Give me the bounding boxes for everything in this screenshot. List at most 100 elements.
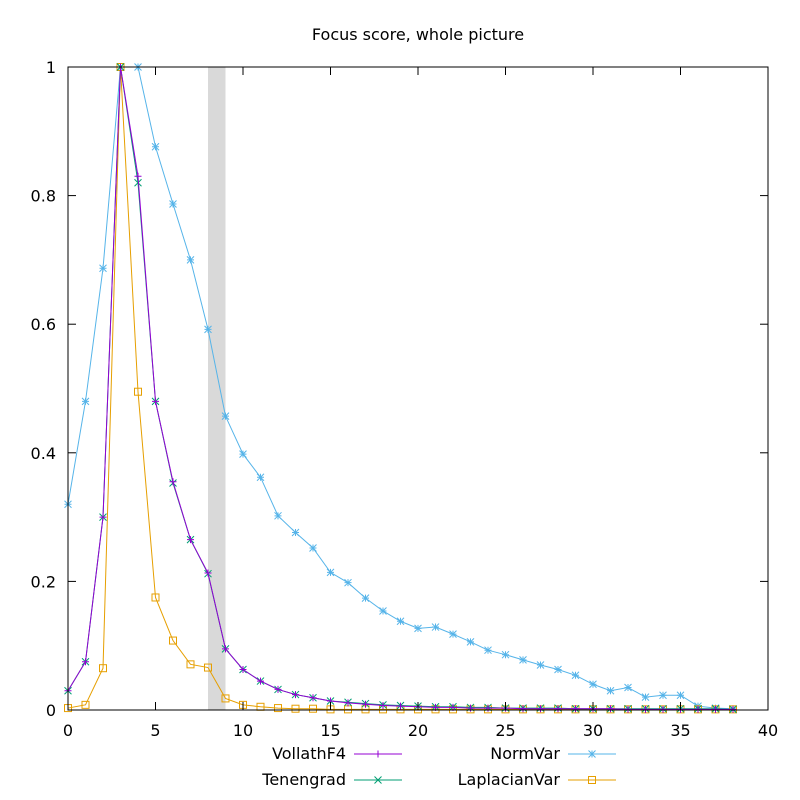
data-point (257, 677, 264, 685)
data-point (572, 705, 579, 713)
data-point (624, 705, 632, 713)
y-tick-label: 1 (46, 58, 56, 77)
star-marker (309, 544, 317, 552)
plus-marker (572, 705, 579, 713)
star-marker (588, 750, 596, 758)
data-point (239, 450, 247, 458)
data-point (81, 700, 90, 709)
data-point (151, 142, 160, 151)
data-point (256, 473, 265, 482)
legend-label: NormVar (490, 744, 560, 763)
data-point (694, 705, 702, 713)
legend-item-tenengrad: Tenengrad (261, 770, 402, 789)
plus-marker (362, 700, 369, 708)
y-tick-label: 0 (46, 701, 56, 720)
data-point (344, 699, 352, 707)
data-point (397, 702, 404, 710)
series-line (67, 66, 733, 710)
data-point (99, 264, 107, 273)
star-marker (466, 637, 475, 646)
plus-marker (204, 569, 212, 577)
y-tick-label: 0.4 (31, 444, 56, 463)
data-point (641, 693, 650, 701)
star-marker (519, 655, 527, 664)
data-point (82, 658, 89, 666)
star-marker (204, 325, 212, 334)
data-point (642, 705, 649, 713)
legend-item-normvar: NormVar (490, 744, 616, 763)
plus-marker (659, 705, 667, 713)
star-marker (256, 473, 265, 482)
plus-marker (397, 702, 404, 710)
square-marker (274, 704, 282, 713)
data-point (712, 705, 719, 713)
plus-marker (152, 397, 159, 405)
data-point (554, 665, 562, 674)
data-point (169, 200, 177, 208)
x-tick-label: 20 (408, 721, 428, 740)
data-point (519, 655, 527, 664)
square-marker (99, 664, 107, 673)
data-point (624, 683, 632, 692)
square-marker (81, 700, 90, 709)
data-point (169, 478, 177, 486)
legend-item-vollathf4: VollathF4 (272, 744, 402, 763)
square-marker (291, 704, 300, 713)
data-point (344, 578, 352, 587)
legend-label: Tenengrad (261, 770, 346, 789)
data-point (187, 536, 194, 544)
star-marker (589, 680, 597, 689)
y-tick-label: 0.8 (31, 187, 56, 206)
x-marker (374, 776, 382, 784)
data-point (607, 705, 614, 713)
star-marker (449, 630, 457, 638)
data-point (169, 636, 177, 645)
data-point (134, 387, 142, 396)
plus-marker (82, 658, 89, 666)
star-marker (239, 450, 247, 458)
data-point (659, 691, 667, 700)
plus-marker (729, 705, 737, 713)
data-point (466, 637, 475, 646)
x-tick-label: 0 (63, 721, 73, 740)
square-marker (169, 636, 177, 645)
data-point (362, 700, 369, 708)
star-marker (554, 665, 562, 674)
x-tick-label: 35 (670, 721, 690, 740)
plus-marker (607, 705, 614, 713)
data-point (291, 528, 300, 537)
plus-marker (222, 645, 229, 653)
star-marker (221, 412, 230, 421)
plus-marker (99, 513, 107, 521)
star-marker (151, 142, 160, 151)
data-point (151, 593, 160, 602)
x-tick-label: 25 (495, 721, 515, 740)
data-point (501, 650, 510, 659)
data-point (361, 594, 370, 602)
star-marker (274, 511, 282, 520)
star-marker (99, 264, 107, 273)
data-point (396, 617, 405, 626)
plus-marker (519, 705, 527, 713)
star-marker (641, 693, 650, 701)
plus-marker (374, 750, 382, 758)
plus-marker (554, 705, 562, 713)
data-point (431, 623, 440, 631)
data-point (186, 660, 195, 669)
plus-marker (257, 677, 264, 685)
star-marker (186, 256, 195, 264)
square-marker (588, 776, 596, 784)
data-point (81, 397, 90, 406)
star-marker (624, 683, 632, 692)
plot-frame (67, 66, 769, 711)
data-point (729, 705, 737, 713)
series-tenengrad (64, 63, 737, 714)
star-marker (571, 671, 580, 680)
legend-label: VollathF4 (272, 744, 346, 763)
data-point (379, 701, 387, 709)
series-normvar (64, 63, 737, 713)
plus-marker (379, 701, 387, 709)
data-point (274, 704, 282, 713)
data-point (204, 663, 212, 672)
